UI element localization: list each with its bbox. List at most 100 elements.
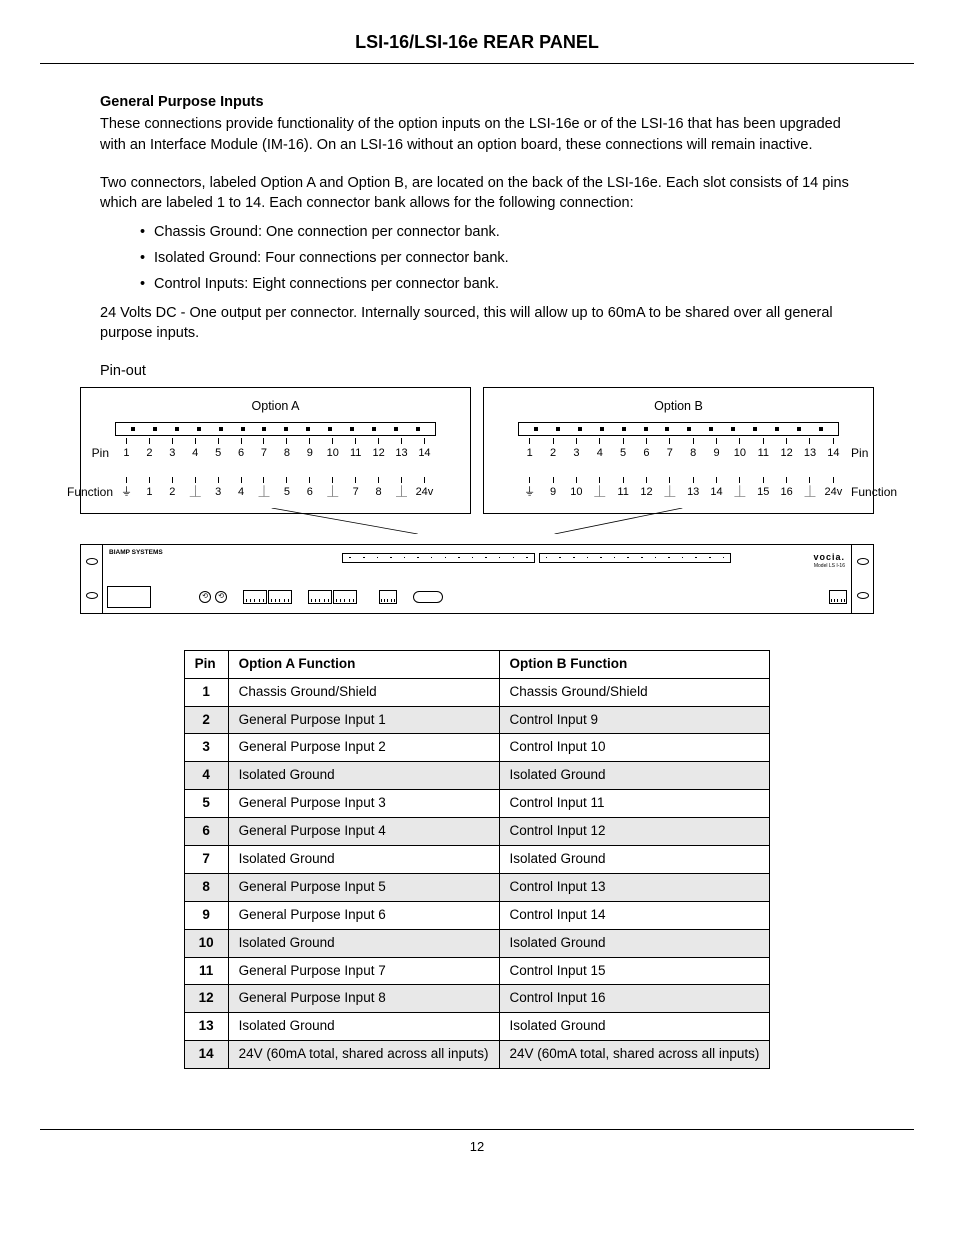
- rack-flange-left: [81, 545, 103, 613]
- optA-cell: General Purpose Input 2: [228, 734, 499, 762]
- mini-connector: [539, 553, 731, 563]
- tick-cell: 6: [230, 438, 253, 461]
- rear-panel-illustration: BIAMP SYSTEMS vocia. Model LS I-16 ⟲ ⟲: [80, 544, 874, 614]
- tick-cell: 3: [565, 438, 588, 461]
- table-row: 1Chassis Ground/ShieldChassis Ground/Shi…: [184, 678, 770, 706]
- option-b-title: Option B: [484, 398, 873, 416]
- tick-cell: 24v: [822, 477, 845, 500]
- tick-cell: 9: [541, 477, 564, 500]
- tick-cell: ⏊: [588, 477, 611, 500]
- panel-brand-left: BIAMP SYSTEMS: [109, 548, 163, 557]
- pin-cell: 2: [184, 706, 228, 734]
- optB-cell: Control Input 14: [499, 901, 770, 929]
- option-a-pin-row: Pin 1234567891011121314: [115, 438, 436, 461]
- tick-cell: 2: [161, 477, 184, 500]
- panel-brand-right: vocia.: [813, 551, 845, 564]
- optB-cell: Control Input 10: [499, 734, 770, 762]
- optA-cell: Isolated Ground: [228, 929, 499, 957]
- tick-cell: 8: [275, 438, 298, 461]
- table-row: 3General Purpose Input 2Control Input 10: [184, 734, 770, 762]
- tick-cell: 12: [367, 438, 390, 461]
- optB-cell: Control Input 9: [499, 706, 770, 734]
- pinout-label: Pin-out: [100, 361, 854, 381]
- tick-cell: ⏊: [184, 477, 207, 500]
- tick-cell: 8: [367, 477, 390, 500]
- tick-cell: ⏊: [728, 477, 751, 500]
- optB-cell: Chassis Ground/Shield: [499, 678, 770, 706]
- bullet-item: Chassis Ground: One connection per conne…: [140, 222, 854, 242]
- tick-cell: 3: [161, 438, 184, 461]
- tick-cell: 1: [518, 438, 541, 461]
- panel-model: Model LS I-16: [814, 563, 845, 570]
- tick-cell: ⏊: [658, 477, 681, 500]
- table-row: 6General Purpose Input 4Control Input 12: [184, 818, 770, 846]
- optA-cell: General Purpose Input 5: [228, 873, 499, 901]
- reset-button-icon: ⟲: [215, 591, 227, 603]
- page-number: 12: [40, 1138, 914, 1156]
- optA-cell: General Purpose Input 1: [228, 706, 499, 734]
- aux-port: [379, 590, 397, 604]
- tick-cell: 2: [541, 438, 564, 461]
- network-port: [829, 590, 847, 604]
- tick-cell: 8: [682, 438, 705, 461]
- table-row: 13Isolated GroundIsolated Ground: [184, 1013, 770, 1041]
- bullet-list: Chassis Ground: One connection per conne…: [100, 222, 854, 295]
- pin-cell: 5: [184, 790, 228, 818]
- optA-cell: Isolated Ground: [228, 762, 499, 790]
- table-row: 2General Purpose Input 1Control Input 9: [184, 706, 770, 734]
- tick-cell: 11: [752, 438, 775, 461]
- tick-cell: 5: [611, 438, 634, 461]
- pin-cell: 14: [184, 1041, 228, 1069]
- tick-cell: 10: [321, 438, 344, 461]
- tick-cell: ⏚: [518, 477, 541, 500]
- pin-cell: 4: [184, 762, 228, 790]
- tick-cell: 4: [588, 438, 611, 461]
- optB-cell: 24V (60mA total, shared across all input…: [499, 1041, 770, 1069]
- pin-cell: 1: [184, 678, 228, 706]
- tick-cell: 2: [138, 438, 161, 461]
- tick-cell: 4: [230, 477, 253, 500]
- optB-cell: Isolated Ground: [499, 762, 770, 790]
- table-row: 1424V (60mA total, shared across all inp…: [184, 1041, 770, 1069]
- footer-rule: [40, 1129, 914, 1130]
- option-b-pin-row: 1234567891011121314Pin: [518, 438, 839, 461]
- tick-cell: 1: [115, 438, 138, 461]
- optB-cell: Control Input 15: [499, 957, 770, 985]
- rj-port-group: [308, 590, 357, 604]
- reset-button-icon: ⟲: [199, 591, 211, 603]
- option-a-box: Option A Pin 1234567891011121314 Functio…: [80, 387, 471, 513]
- function-label: Function: [67, 484, 109, 501]
- tick-cell: 14: [413, 438, 436, 461]
- table-row: 8General Purpose Input 5Control Input 13: [184, 873, 770, 901]
- pinout-table: Pin Option A Function Option B Function …: [184, 650, 771, 1069]
- optB-cell: Control Input 13: [499, 873, 770, 901]
- table-header-optA: Option A Function: [228, 650, 499, 678]
- pin-cell: 11: [184, 957, 228, 985]
- tick-cell: 5: [207, 438, 230, 461]
- tick-cell: 6: [635, 438, 658, 461]
- optA-cell: Isolated Ground: [228, 1013, 499, 1041]
- tick-cell: 14: [822, 438, 845, 461]
- optA-cell: Chassis Ground/Shield: [228, 678, 499, 706]
- optB-cell: Isolated Ground: [499, 1013, 770, 1041]
- table-row: 9General Purpose Input 6Control Input 14: [184, 901, 770, 929]
- table-row: 4Isolated GroundIsolated Ground: [184, 762, 770, 790]
- optB-cell: Isolated Ground: [499, 929, 770, 957]
- tick-cell: ⏊: [390, 477, 413, 500]
- pin-cell: 13: [184, 1013, 228, 1041]
- tick-cell: 1: [138, 477, 161, 500]
- pinout-diagram: Option A Pin 1234567891011121314 Functio…: [40, 387, 914, 613]
- tick-cell: 9: [298, 438, 321, 461]
- tick-cell: 13: [798, 438, 821, 461]
- pin-label: Pin: [67, 445, 109, 462]
- pin-cell: 9: [184, 901, 228, 929]
- optA-cell: General Purpose Input 7: [228, 957, 499, 985]
- pin-cell: 12: [184, 985, 228, 1013]
- optA-cell: 24V (60mA total, shared across all input…: [228, 1041, 499, 1069]
- table-header-optB: Option B Function: [499, 650, 770, 678]
- tick-cell: ⏚: [115, 477, 138, 500]
- page-title: LSI-16/LSI-16e REAR PANEL: [40, 30, 914, 55]
- pin-cell: 3: [184, 734, 228, 762]
- pin-cell: 10: [184, 929, 228, 957]
- pin-cell: 8: [184, 873, 228, 901]
